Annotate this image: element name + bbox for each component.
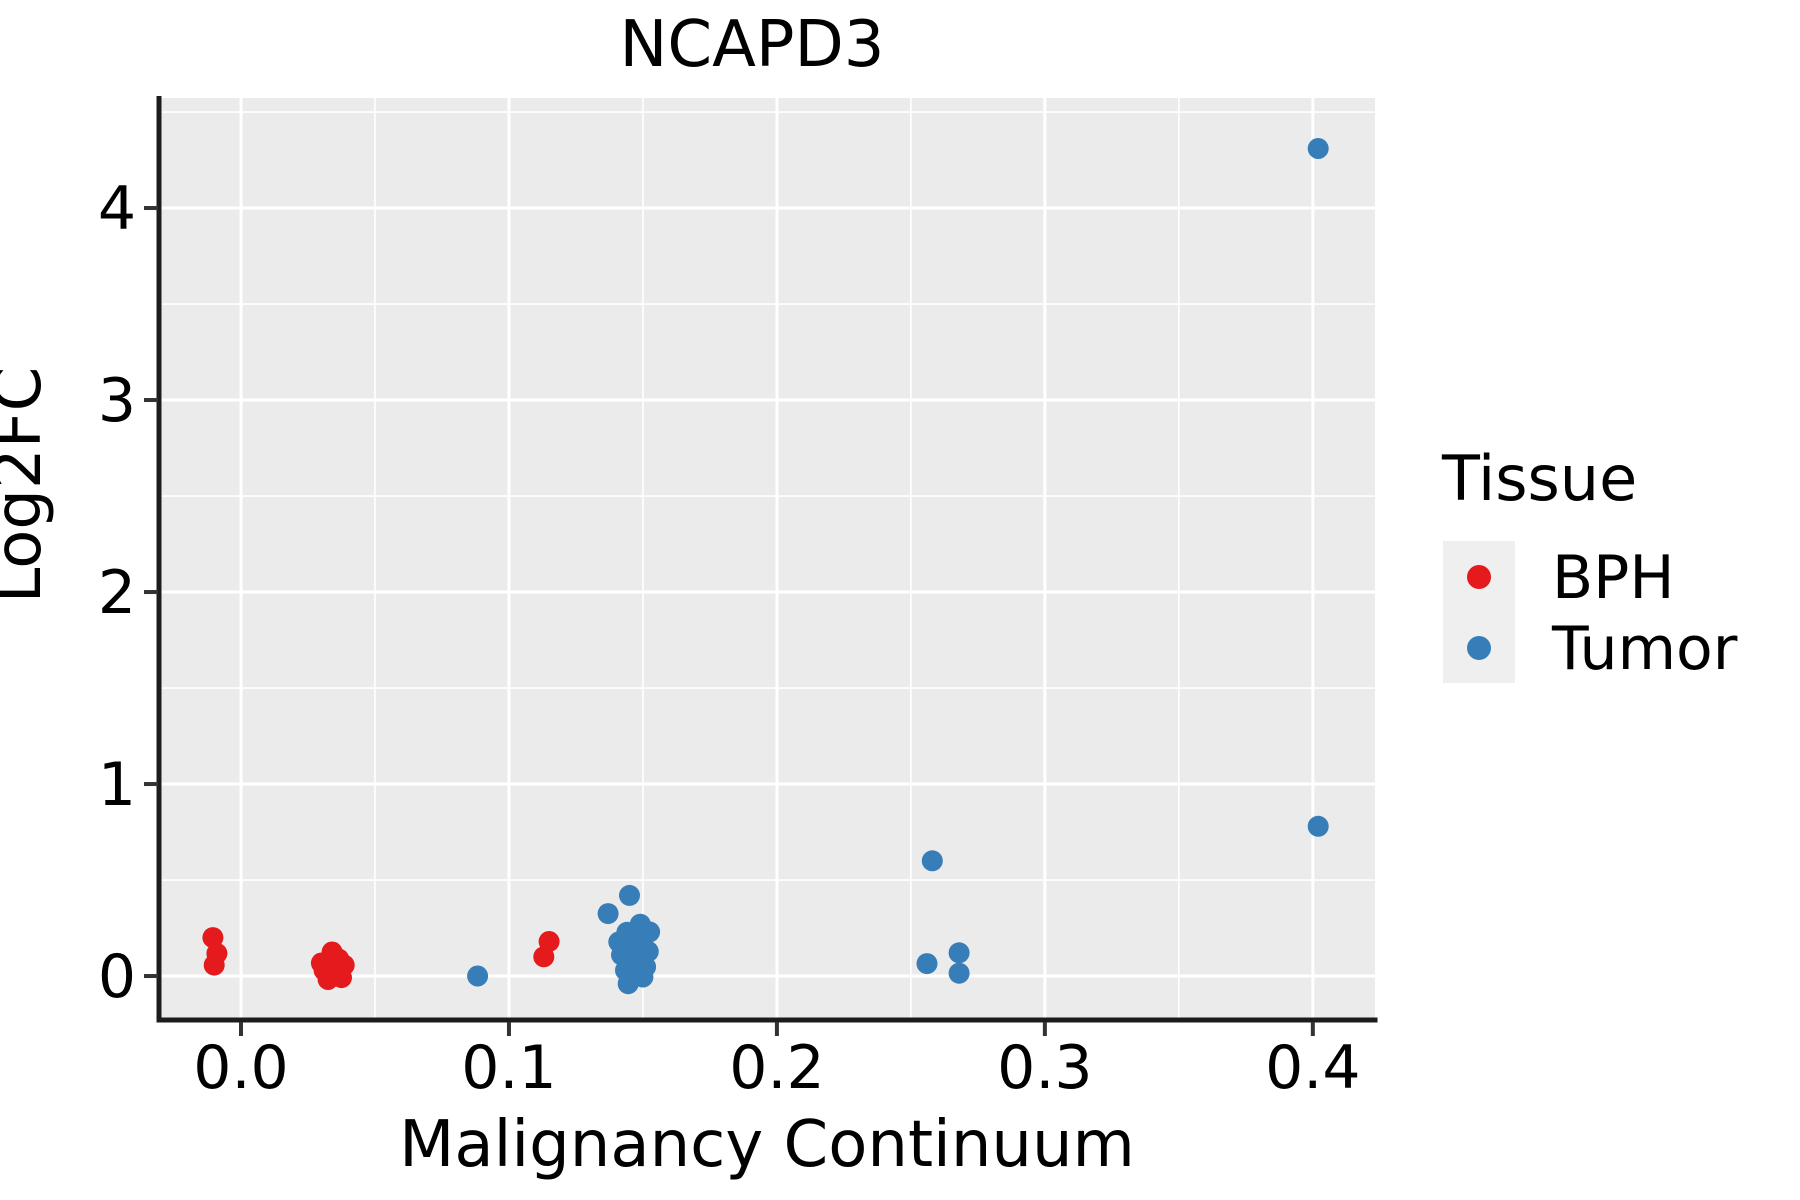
x-tick-label: 0.4 bbox=[1265, 1033, 1360, 1103]
plot-panel-background bbox=[159, 98, 1375, 1020]
data-point-tumor bbox=[1307, 138, 1329, 159]
data-point-bph bbox=[203, 954, 225, 976]
data-point-tumor bbox=[916, 953, 938, 975]
y-axis-title: Log2FC bbox=[0, 367, 56, 604]
data-point-tumor bbox=[948, 962, 970, 984]
legend-label-tumor: Tumor bbox=[1551, 614, 1738, 684]
x-tick-label: 0.2 bbox=[729, 1033, 824, 1103]
y-tick-label: 4 bbox=[98, 174, 136, 244]
data-point-bph bbox=[533, 946, 555, 968]
legend-dot-bph-icon bbox=[1467, 565, 1491, 589]
data-point-bph bbox=[202, 927, 224, 949]
x-tick-label: 0.0 bbox=[193, 1033, 288, 1103]
data-point-tumor bbox=[921, 850, 943, 872]
plot-title: NCAPD3 bbox=[620, 8, 885, 82]
data-point-bph bbox=[328, 948, 350, 970]
axis-ticks bbox=[144, 206, 1315, 1036]
major-gridlines bbox=[159, 98, 1375, 1020]
minor-gridlines bbox=[159, 98, 1375, 1020]
data-point-bph bbox=[331, 967, 352, 989]
y-tick-label: 0 bbox=[98, 942, 136, 1012]
x-tick-label: 0.1 bbox=[461, 1033, 556, 1103]
y-tick-label: 1 bbox=[98, 750, 136, 820]
legend: Tissue BPH Tumor bbox=[1441, 442, 1738, 684]
legend-dot-tumor-icon bbox=[1467, 636, 1491, 660]
data-point-tumor bbox=[617, 973, 639, 995]
y-tick-label: 3 bbox=[98, 366, 136, 436]
data-point-tumor bbox=[1307, 815, 1329, 837]
data-point-tumor bbox=[948, 942, 970, 964]
axis-tick-labels: 0.0 0.1 0.2 0.3 0.4 0 1 2 3 4 bbox=[98, 174, 1361, 1103]
x-tick-label: 0.3 bbox=[997, 1033, 1092, 1103]
data-point-tumor bbox=[597, 903, 619, 925]
x-axis-title: Malignancy Continuum bbox=[399, 1108, 1135, 1182]
legend-label-bph: BPH bbox=[1552, 543, 1674, 613]
data-points bbox=[202, 138, 1329, 995]
legend-title: Tissue bbox=[1441, 442, 1637, 515]
data-point-tumor bbox=[619, 884, 640, 906]
data-point-tumor bbox=[467, 965, 489, 987]
y-tick-label: 2 bbox=[98, 558, 136, 628]
